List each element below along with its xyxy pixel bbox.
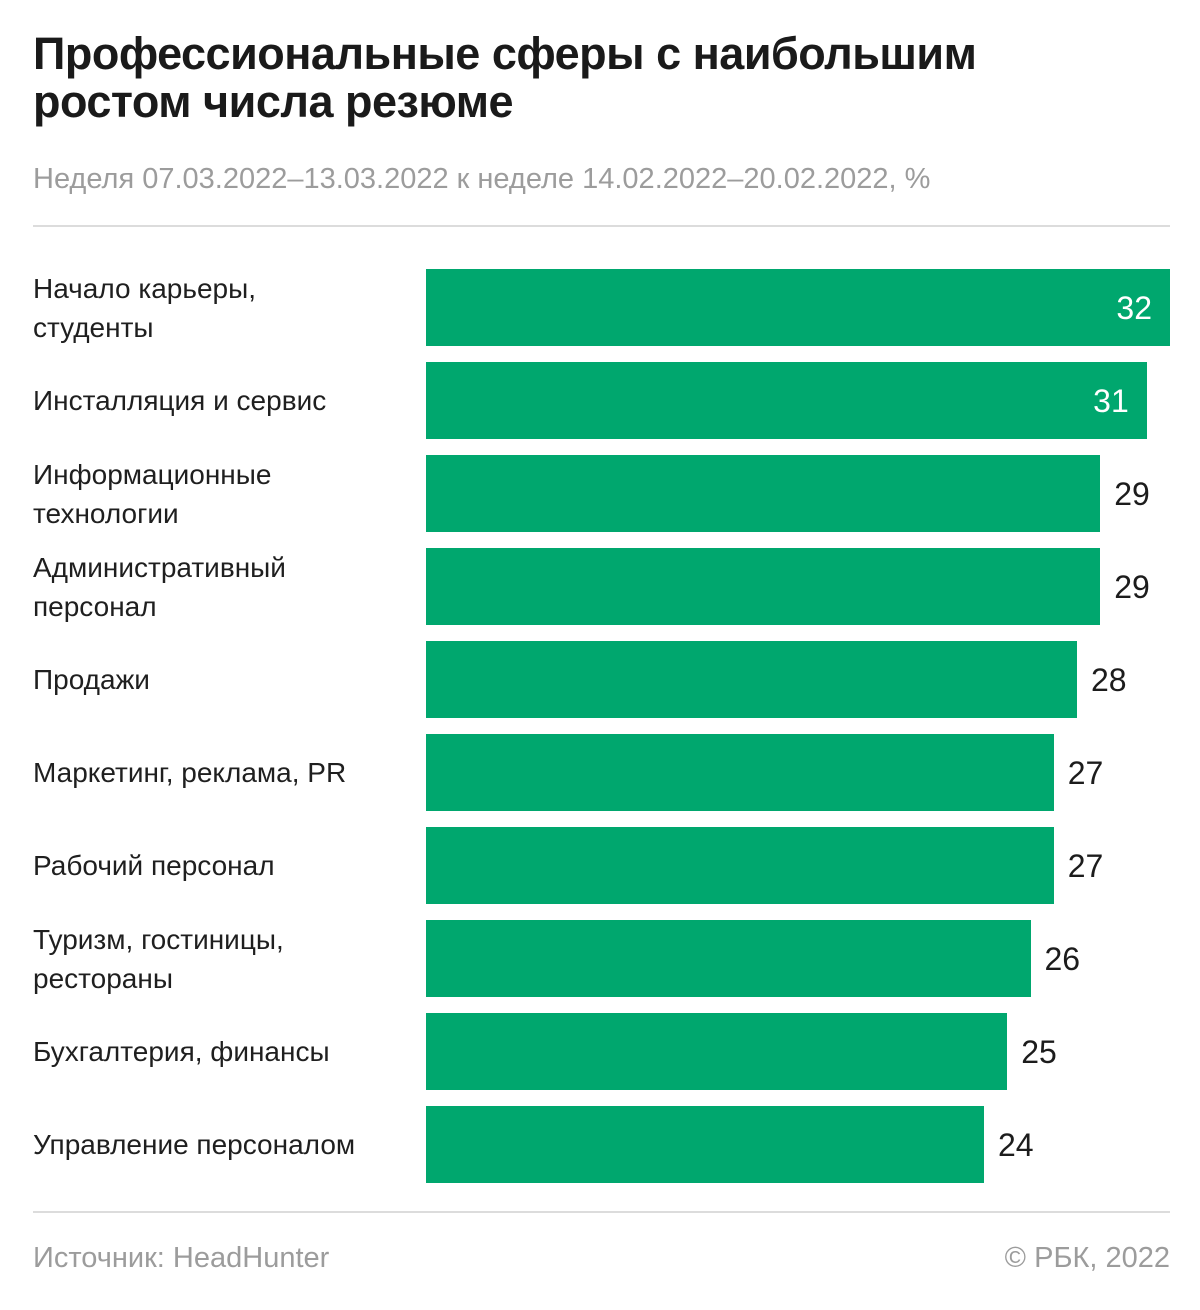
page-title: Профессиональные сферы с наибольшим рост… bbox=[33, 28, 977, 127]
chart-row: Рабочий персонал 27 bbox=[33, 827, 1170, 904]
bar-track: 24 bbox=[426, 1106, 1170, 1183]
bar bbox=[426, 548, 1101, 625]
bar bbox=[426, 1106, 984, 1183]
bar-track: 28 bbox=[426, 641, 1170, 718]
bar-track: 26 bbox=[426, 920, 1170, 997]
chart-row: Маркетинг, реклама, PR 27 bbox=[33, 734, 1170, 811]
bottom-divider bbox=[33, 1211, 1170, 1213]
bar-track: 29 bbox=[426, 455, 1170, 532]
category-label: Маркетинг, реклама, PR bbox=[33, 757, 347, 788]
value-label: 28 bbox=[1091, 661, 1127, 698]
category-label: Административный персонал bbox=[33, 551, 286, 622]
value-label: 29 bbox=[1114, 475, 1150, 512]
bar-chart: Начало карьеры, студенты 32 Инсталляция и … bbox=[33, 269, 1170, 1183]
chart-row: Административный персонал 29 bbox=[33, 548, 1170, 625]
copyright-label: © РБК, 2022 bbox=[1004, 1242, 1170, 1274]
value-label: 27 bbox=[1067, 847, 1104, 884]
category-label: Туризм, гостиницы, рестораны bbox=[33, 923, 284, 994]
bar-track: 27 bbox=[426, 827, 1170, 904]
chart-row: Бухгалтерия, финансы 25 bbox=[33, 1013, 1170, 1090]
bar: 31 bbox=[426, 362, 1147, 439]
bar bbox=[426, 455, 1101, 532]
value-label: 27 bbox=[1067, 754, 1104, 791]
category-label: Начало карьеры, студенты bbox=[33, 272, 256, 343]
chart-row: Начало карьеры, студенты 32 bbox=[33, 269, 1170, 346]
category-label: Продажи bbox=[33, 664, 150, 695]
source-label: Источник: HeadHunter bbox=[33, 1242, 330, 1274]
bar-track: 31 bbox=[426, 362, 1170, 439]
value-label: 32 bbox=[1116, 289, 1152, 326]
bar-track: 29 bbox=[426, 548, 1170, 625]
chart-row: Информационные технологии 29 bbox=[33, 455, 1170, 532]
category-label: Инсталляция и сервис bbox=[33, 385, 327, 416]
bar-track: 25 bbox=[426, 1013, 1170, 1090]
bar bbox=[426, 641, 1077, 718]
category-label: Бухгалтерия, финансы bbox=[33, 1036, 330, 1067]
top-divider bbox=[33, 225, 1170, 227]
chart-row: Туризм, гостиницы, рестораны 26 bbox=[33, 920, 1170, 997]
bar-track: 27 bbox=[426, 734, 1170, 811]
bar bbox=[426, 827, 1054, 904]
bar-track: 32 bbox=[426, 269, 1170, 346]
chart-row: Продажи 28 bbox=[33, 641, 1170, 718]
value-label: 26 bbox=[1044, 940, 1081, 977]
value-label: 25 bbox=[1021, 1033, 1057, 1070]
chart-row: Управление персоналом 24 bbox=[33, 1106, 1170, 1183]
value-label: 29 bbox=[1114, 568, 1150, 605]
bar bbox=[426, 920, 1031, 997]
bar: 32 bbox=[426, 269, 1170, 346]
value-label: 31 bbox=[1093, 382, 1129, 419]
chart-subtitle: Неделя 07.03.2022–13.03.2022 к неделе 14… bbox=[33, 163, 931, 195]
category-label: Информационные технологии bbox=[33, 458, 272, 529]
category-label: Управление персоналом bbox=[33, 1129, 356, 1160]
header: Профессиональные сферы с наибольшим рост… bbox=[33, 30, 1170, 196]
bar bbox=[426, 734, 1054, 811]
chart-row: Инсталляция и сервис 31 bbox=[33, 362, 1170, 439]
footer: Источник: HeadHunter © РБК, 2022 bbox=[33, 1242, 1170, 1275]
bar bbox=[426, 1013, 1008, 1090]
value-label: 24 bbox=[998, 1126, 1034, 1163]
category-label: Рабочий персонал bbox=[33, 850, 275, 881]
